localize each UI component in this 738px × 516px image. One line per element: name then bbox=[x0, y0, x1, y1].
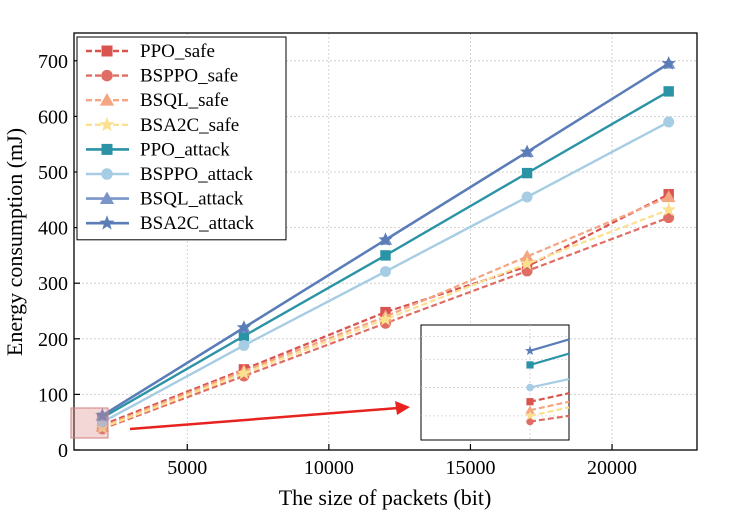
data-point-BSA2C_attack bbox=[378, 232, 393, 246]
y-tick-label: 100 bbox=[38, 384, 68, 406]
x-tick-label: 10000 bbox=[304, 457, 354, 479]
legend-entry-label: BSA2C_attack bbox=[140, 213, 254, 234]
data-point-BSPPO_attack bbox=[238, 340, 250, 351]
legend-entry-label: PPO_safe bbox=[140, 41, 215, 62]
inset-data-point-PPO_safe bbox=[526, 398, 534, 406]
legend-entry-label: PPO_attack bbox=[140, 139, 230, 160]
zoom-region bbox=[70, 407, 109, 439]
data-point-BSA2C_safe bbox=[236, 365, 252, 380]
data-point-BSPPO_safe bbox=[521, 265, 533, 277]
series-line-BSQL_safe bbox=[101, 196, 670, 428]
zoom-arrow-line bbox=[129, 406, 399, 431]
inset-plot bbox=[420, 324, 570, 441]
data-point-BSPPO_attack bbox=[663, 116, 675, 128]
x-axis-label: The size of packets (bit) bbox=[279, 485, 492, 510]
y-tick-label: 600 bbox=[38, 106, 68, 128]
data-point-BSQL_safe bbox=[520, 249, 534, 262]
zoom-arrow-head bbox=[395, 401, 410, 415]
legend-swatch-marker bbox=[101, 69, 113, 82]
inset-data-point-BSPPO_attack bbox=[526, 383, 534, 392]
data-point-BSPPO_attack bbox=[521, 191, 533, 203]
legend-swatch-marker bbox=[99, 191, 115, 204]
y-tick-label: 300 bbox=[38, 273, 68, 295]
y-tick-label: 700 bbox=[38, 51, 68, 73]
legend-swatch-marker bbox=[101, 143, 113, 155]
y-tick-label: 200 bbox=[38, 329, 68, 351]
legend-swatch-marker bbox=[99, 93, 115, 106]
x-tick-label: 5000 bbox=[167, 457, 207, 479]
y-tick-label: 400 bbox=[38, 218, 68, 240]
data-point-BSQL_safe bbox=[661, 190, 676, 203]
legend-entry-label: BSPPO_safe bbox=[140, 66, 238, 87]
data-point-BSPPO_safe bbox=[663, 212, 675, 224]
legend-swatch-marker bbox=[101, 45, 113, 57]
data-point-BSA2C_attack bbox=[236, 320, 252, 334]
inset-data-point-BSQL_safe bbox=[525, 405, 535, 414]
data-point-PPO_attack bbox=[663, 86, 674, 97]
data-point-BSA2C_attack bbox=[519, 144, 535, 159]
series-line-BSA2C_safe bbox=[101, 208, 670, 429]
y-tick-label: 0 bbox=[58, 440, 68, 462]
legend-entry-label: BSPPO_attack bbox=[140, 164, 253, 185]
data-point-BSA2C_safe bbox=[378, 311, 393, 326]
inset-series-line-BSA2C_attack bbox=[529, 338, 570, 352]
inset-series-line-BSPPO_safe bbox=[529, 414, 570, 423]
y-tick-label: 500 bbox=[38, 162, 68, 184]
data-point-PPO_attack bbox=[380, 250, 391, 261]
inset-frame bbox=[420, 324, 570, 441]
x-tick-label: 15000 bbox=[445, 457, 495, 479]
legend-entry-label: BSQL_safe bbox=[140, 90, 229, 111]
legend-entry-label: BSA2C_safe bbox=[140, 115, 239, 136]
inset-data-point-BSA2C_attack bbox=[525, 345, 535, 356]
data-point-BSA2C_safe bbox=[519, 256, 535, 270]
axes: 5000 10000 15000 20000 0 100 200 300 400 500 600 70… bbox=[38, 51, 637, 479]
data-point-BSPPO_attack bbox=[380, 266, 391, 277]
data-point-BSA2C_safe bbox=[661, 202, 676, 216]
inset-data-point-PPO_attack bbox=[526, 361, 534, 369]
legend-swatch-marker bbox=[99, 215, 115, 230]
inset-data-point-BSPPO_safe bbox=[526, 417, 534, 426]
legend-swatch-marker bbox=[101, 168, 113, 180]
inset-series-line-BSPPO_attack bbox=[529, 378, 570, 389]
inset-series-line-BSA2C_safe bbox=[529, 406, 570, 417]
series-layer bbox=[95, 56, 676, 435]
inset-data-point-BSA2C_safe bbox=[525, 410, 535, 421]
legend: PPO_safe BSPPO_safe BSQL_safe BSA2C_safe PPO… bbox=[76, 36, 287, 241]
zoom-indicator bbox=[70, 401, 410, 439]
data-point-PPO_attack bbox=[238, 330, 250, 342]
inset-series-line-BSQL_safe bbox=[529, 400, 570, 412]
data-point-BSA2C_attack bbox=[661, 56, 676, 70]
data-point-PPO_attack bbox=[521, 167, 533, 179]
legend-swatch-marker bbox=[99, 116, 115, 132]
series-line-PPO_safe bbox=[101, 193, 670, 427]
x-tick-label: 20000 bbox=[587, 457, 637, 479]
legend-entry-label: BSQL_attack bbox=[140, 189, 244, 210]
inset-series-line-PPO_safe bbox=[529, 392, 570, 403]
inset-series-line-PPO_attack bbox=[529, 352, 570, 366]
plot-frame bbox=[73, 32, 698, 451]
legend-box bbox=[76, 36, 287, 241]
data-point-BSA2C_attack bbox=[95, 407, 110, 422]
y-axis-label: Energy consumption (mJ) bbox=[2, 128, 27, 356]
